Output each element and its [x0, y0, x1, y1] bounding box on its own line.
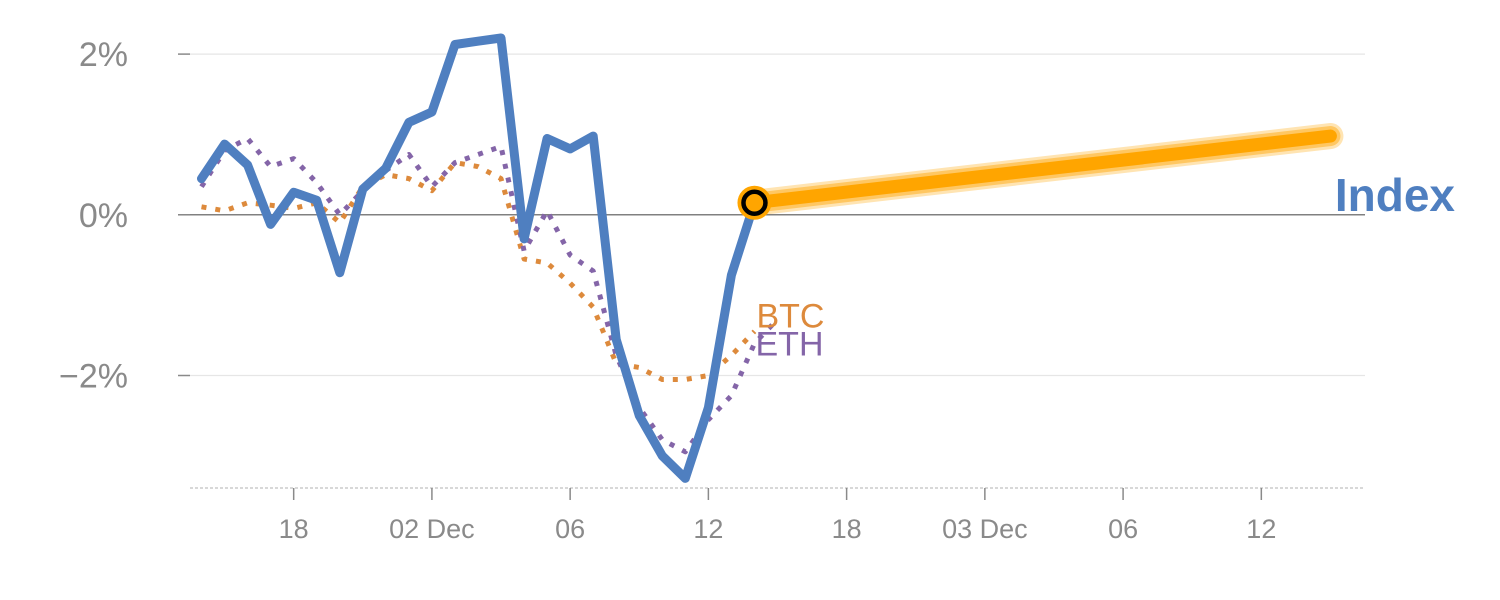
series-label-btc: BTC	[756, 297, 824, 335]
series-label-index: Index	[1335, 169, 1456, 221]
x-tick-label: 06	[1108, 514, 1138, 544]
x-tick-label: 12	[693, 514, 723, 544]
y-axis: 2% 0% −2%	[59, 36, 190, 396]
series-line-index	[197, 33, 759, 483]
series-line-btc	[201, 160, 757, 382]
series-label-eth: ETH	[756, 325, 824, 363]
x-tick-label: 03 Dec	[942, 514, 1028, 544]
grid-lines	[178, 53, 1365, 377]
current-point-marker	[741, 189, 768, 217]
x-tick-label: 06	[555, 514, 585, 544]
projection-line	[747, 129, 1337, 210]
x-tick-label: 18	[279, 514, 309, 544]
x-tick-label: 02 Dec	[389, 514, 475, 544]
y-tick-label: −2%	[59, 358, 128, 396]
x-tick-label: 12	[1246, 514, 1276, 544]
x-tick-label: 18	[832, 514, 862, 544]
y-tick-label: 0%	[79, 197, 128, 235]
series-line-eth	[199, 136, 780, 455]
series-lines	[197, 33, 780, 483]
projection	[737, 123, 1344, 220]
y-tick-label: 2%	[79, 36, 128, 74]
x-axis-ticks: 18 02 Dec 06 12 18 03 Dec 06 12	[279, 488, 1276, 544]
